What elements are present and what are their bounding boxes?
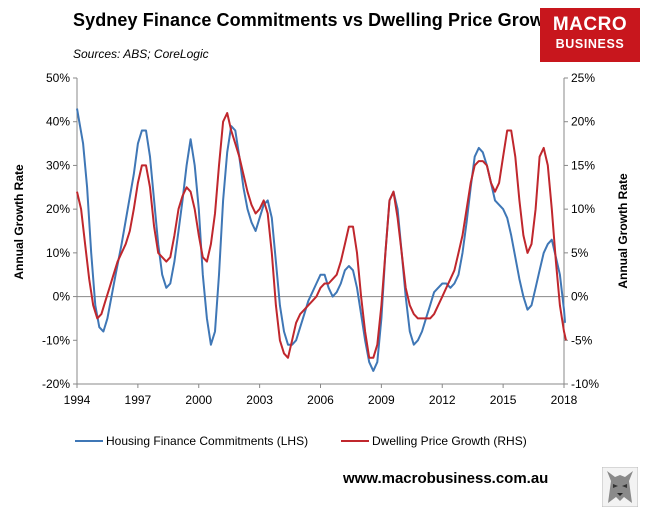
series-line-finance-commitments [76, 108, 566, 372]
x-tick-label: 2018 [551, 393, 578, 407]
right-tick-label: 5% [571, 246, 589, 260]
right-tick-label: 25% [571, 71, 595, 85]
left-tick-label: 0% [53, 290, 71, 304]
series-lines [76, 108, 567, 372]
footer-url: www.macrobusiness.com.au [343, 470, 549, 487]
right-tick-label: 0% [571, 290, 589, 304]
left-tick-label: 40% [46, 115, 70, 129]
x-tick-label: 1997 [125, 393, 152, 407]
right-tick-label: 10% [571, 202, 595, 216]
left-tick-label: 50% [46, 71, 70, 85]
right-axis-label: Annual Growth Rate [616, 173, 630, 289]
logo-line-2: BUSINESS [555, 37, 625, 51]
right-tick-label: 15% [571, 158, 595, 172]
right-tick-label: -5% [571, 333, 593, 347]
x-tick-label: 2009 [368, 393, 395, 407]
left-axis-ticks: -20% -10% 0% 10% 20% 30% 40% 50% [42, 71, 77, 391]
left-tick-label: 10% [46, 246, 70, 260]
x-tick-label: 2006 [307, 393, 334, 407]
x-tick-label: 2003 [246, 393, 273, 407]
chart-title: Sydney Finance Commitments vs Dwelling P… [73, 10, 562, 30]
x-tick-label: 2012 [429, 393, 456, 407]
x-tick-label: 1994 [64, 393, 91, 407]
right-axis-ticks: -10% -5% 0% 5% 10% 15% 20% 25% [564, 71, 599, 391]
left-axis-label: Annual Growth Rate [12, 164, 26, 280]
legend-label-price: Dwelling Price Growth (RHS) [372, 434, 527, 448]
legend-label-finance: Housing Finance Commitments (LHS) [106, 434, 308, 448]
series-line-dwelling-price-growth [76, 112, 567, 359]
right-tick-label: -10% [571, 377, 599, 391]
plot-frame [76, 78, 565, 385]
x-tick-label: 2000 [185, 393, 212, 407]
legend: Housing Finance Commitments (LHS) Dwelli… [75, 434, 527, 448]
wolf-logo-icon [602, 467, 638, 507]
logo-line-1: MACRO [552, 14, 628, 35]
x-axis-ticks: 1994 1997 2000 2003 2006 2009 2012 2015 2018 [64, 384, 578, 407]
left-tick-label: -10% [42, 333, 70, 347]
right-tick-label: 20% [571, 115, 595, 129]
left-tick-label: -20% [42, 377, 70, 391]
left-tick-label: 20% [46, 202, 70, 216]
x-tick-label: 2015 [490, 393, 517, 407]
chart-subtitle: Sources: ABS; CoreLogic [73, 47, 209, 61]
left-tick-label: 30% [46, 158, 70, 172]
macrobusiness-logo: MACRO BUSINESS [540, 8, 640, 62]
